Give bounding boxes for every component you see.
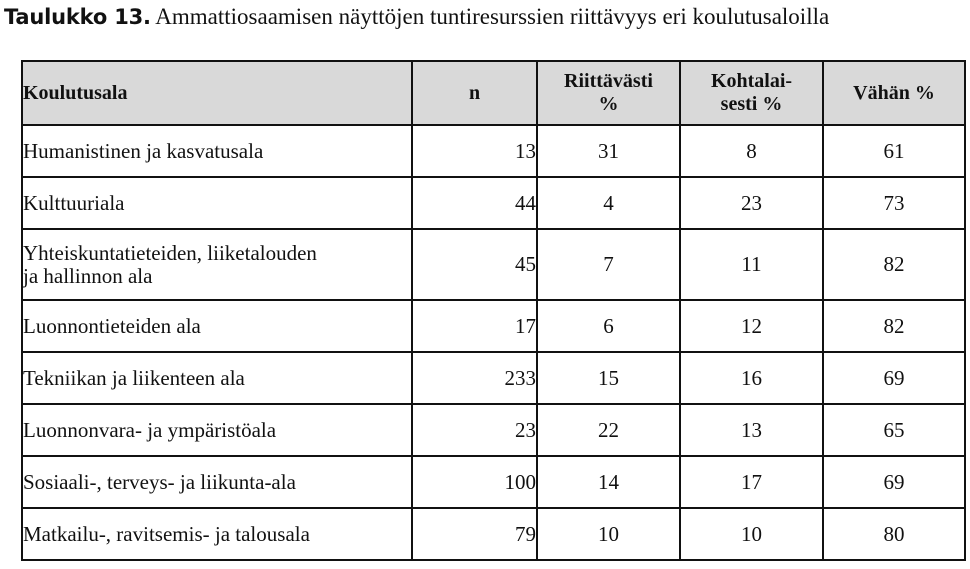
cell-n: 23: [411, 403, 538, 457]
table-caption: Taulukko 13. Ammattiosaamisen näyttöjen …: [4, 2, 829, 32]
cell-sufficient: 10: [536, 507, 681, 561]
cell-moderate: 17: [679, 455, 824, 509]
cell-moderate: 13: [679, 403, 824, 457]
header-sufficient-line-1: Riittävästi: [564, 70, 653, 92]
cell-little: 61: [822, 124, 966, 178]
cell-field-line: Sosiaali-, terveys- ja liikunta-ala: [23, 469, 296, 494]
header-sufficient: Riittävästi %: [536, 60, 681, 126]
cell-n: 45: [411, 228, 538, 301]
cell-n: 17: [411, 299, 538, 353]
cell-field-line: Luonnonvara- ja ympäristöala: [23, 417, 277, 442]
table-row: Luonnontieteiden ala 17 6 12 82: [21, 299, 966, 353]
cell-moderate: 8: [679, 124, 824, 178]
cell-little: 69: [822, 351, 966, 405]
cell-sufficient: 22: [536, 403, 681, 457]
header-little: Vähän %: [822, 60, 966, 126]
cell-n: 44: [411, 176, 538, 230]
data-table: Koulutusala n Riittävästi % Kohtalai- se…: [21, 60, 966, 561]
header-n: n: [411, 60, 538, 126]
table-row: Yhteiskuntatieteiden, liiketalouden ja h…: [21, 228, 966, 301]
cell-field-line: ja hallinnon ala: [23, 263, 153, 288]
cell-little: 65: [822, 403, 966, 457]
cell-little: 69: [822, 455, 966, 509]
cell-field: Yhteiskuntatieteiden, liiketalouden ja h…: [21, 228, 413, 301]
cell-moderate: 12: [679, 299, 824, 353]
header-field: Koulutusala: [21, 60, 413, 126]
cell-little: 80: [822, 507, 966, 561]
cell-field: Sosiaali-, terveys- ja liikunta-ala: [21, 455, 413, 509]
header-sufficient-line-2: %: [598, 93, 619, 115]
cell-little: 73: [822, 176, 966, 230]
cell-n: 13: [411, 124, 538, 178]
cell-little: 82: [822, 228, 966, 301]
cell-field: Humanistinen ja kasvatusala: [21, 124, 413, 178]
cell-sufficient: 31: [536, 124, 681, 178]
caption-text: Ammattiosaamisen näyttöjen tuntiresurssi…: [155, 4, 830, 29]
table-row: Tekniikan ja liikenteen ala 233 15 16 69: [21, 351, 966, 405]
cell-sufficient: 14: [536, 455, 681, 509]
cell-sufficient: 4: [536, 176, 681, 230]
cell-field-line: Tekniikan ja liikenteen ala: [23, 365, 245, 390]
cell-field-line: Humanistinen ja kasvatusala: [23, 138, 264, 163]
cell-sufficient: 6: [536, 299, 681, 353]
table-row: Luonnonvara- ja ympäristöala 23 22 13 65: [21, 403, 966, 457]
cell-sufficient: 15: [536, 351, 681, 405]
header-moderate-line-2: sesti %: [720, 93, 783, 115]
cell-field: Kulttuuriala: [21, 176, 413, 230]
table-row: Kulttuuriala 44 4 23 73: [21, 176, 966, 230]
cell-n: 233: [411, 351, 538, 405]
cell-field-line: Kulttuuriala: [23, 190, 125, 215]
table-header-row: Koulutusala n Riittävästi % Kohtalai- se…: [21, 60, 966, 126]
cell-n: 79: [411, 507, 538, 561]
cell-moderate: 23: [679, 176, 824, 230]
cell-field-line: Yhteiskuntatieteiden, liiketalouden: [23, 240, 317, 265]
cell-moderate: 11: [679, 228, 824, 301]
caption-label: Taulukko 13.: [4, 5, 151, 29]
header-moderate: Kohtalai- sesti %: [679, 60, 824, 126]
header-moderate-line-1: Kohtalai-: [710, 70, 793, 92]
cell-field: Luonnonvara- ja ympäristöala: [21, 403, 413, 457]
cell-n: 100: [411, 455, 538, 509]
cell-field: Tekniikan ja liikenteen ala: [21, 351, 413, 405]
cell-field: Luonnontieteiden ala: [21, 299, 413, 353]
table-row: Humanistinen ja kasvatusala 13 31 8 61: [21, 124, 966, 178]
cell-moderate: 16: [679, 351, 824, 405]
table-row: Matkailu-, ravitsemis- ja talousala 79 1…: [21, 507, 966, 561]
cell-field-line: Matkailu-, ravitsemis- ja talousala: [23, 521, 310, 546]
cell-sufficient: 7: [536, 228, 681, 301]
table-row: Sosiaali-, terveys- ja liikunta-ala 100 …: [21, 455, 966, 509]
cell-field: Matkailu-, ravitsemis- ja talousala: [21, 507, 413, 561]
cell-moderate: 10: [679, 507, 824, 561]
cell-field-line: Luonnontieteiden ala: [23, 313, 201, 338]
cell-little: 82: [822, 299, 966, 353]
